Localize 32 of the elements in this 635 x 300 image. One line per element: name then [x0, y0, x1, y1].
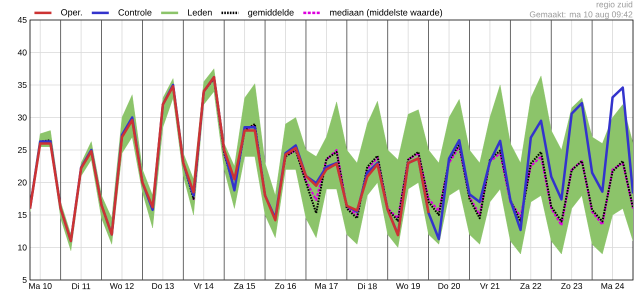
legend-label: Oper. [61, 9, 82, 18]
x-tick-label: Ma 10 [29, 283, 52, 290]
y-tick-label: 30 [18, 114, 27, 120]
x-tick-label: Vr 14 [194, 283, 214, 289]
y-tick-label: 5 [22, 277, 27, 283]
y-tick-label: 20 [18, 180, 27, 186]
x-tick-label: Di 18 [358, 283, 377, 290]
x-tick-label: Za 15 [234, 283, 256, 289]
x-tick-label: Do 20 [438, 283, 460, 290]
text: Gemaakt: ma 10 aug 09:42 [530, 11, 632, 20]
y-tick-label: 45 [18, 17, 27, 23]
legend-label: Controle [118, 9, 152, 16]
x-tick-label: Do 13 [152, 283, 174, 290]
text: regio zuid [596, 1, 632, 10]
y-tick-label: 25 [18, 147, 27, 153]
legend-label: mediaan (middelste waarde) [330, 9, 442, 18]
legend-label: Leden [188, 9, 212, 16]
y-tick-label: 10 [18, 244, 27, 250]
line-series [30, 76, 430, 242]
x-tick-label: Wo 19 [396, 283, 420, 290]
x-tick-label: Ma 17 [315, 283, 338, 289]
y-tick-label: 15 [18, 212, 27, 218]
x-tick-label: Wo 12 [110, 283, 134, 290]
legend-label: gemiddelde [248, 9, 294, 18]
x-tick-label: Di 11 [72, 283, 90, 290]
y-tick-label: 35 [18, 82, 27, 88]
x-tick-label: Ma 24 [601, 283, 624, 290]
x-tick-label: Vr 21 [480, 283, 500, 289]
x-tick-label: Zo 23 [561, 283, 582, 290]
x-tick-label: Za 22 [520, 283, 542, 290]
y-tick-label: 40 [18, 50, 27, 56]
x-tick-label: Zo 16 [274, 283, 296, 290]
